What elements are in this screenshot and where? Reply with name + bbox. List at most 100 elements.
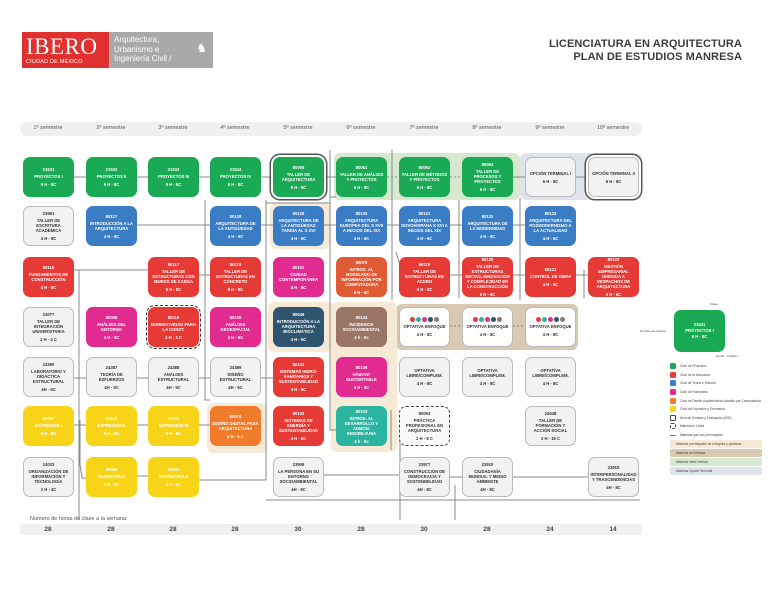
course-hours-credits: 4 H - 6C xyxy=(353,384,370,390)
course-code: 21532 xyxy=(105,167,118,172)
course-code: 21531 xyxy=(42,167,55,172)
course-80100[interactable]: 80100 ANÁLISIS GEOESPACIAL 4 H - 6C xyxy=(210,307,261,347)
course-23981[interactable]: 23981 TALLER DE ESCRITURA ACADÉMICA 4 H - … xyxy=(23,206,74,246)
course-code: 80131 xyxy=(418,211,431,216)
course-name: ANÁLISIS GEOESPACIAL xyxy=(220,321,251,332)
course-24033[interactable]: 24033 ORGANIZACIÓN DE INFORMACIÓN Y TECNO… xyxy=(23,457,74,497)
course-80131[interactable]: 80131 ARQUITECTURA NOVOHISPANA S XVI A IN… xyxy=(399,206,450,246)
course-optativa-libre-complem-[interactable]: OPTATIVA LIBRE/COMPLEM. 4 H - 8C xyxy=(462,357,513,397)
course-opci-n-terminal-i[interactable]: OPCIÓN TERMINAL I 6 H - 8C xyxy=(525,157,576,197)
course-21532[interactable]: 21532 PROYECTOS II 6 H - 8C xyxy=(86,157,137,197)
annotation-clave: Clave xyxy=(710,302,718,306)
course-optativa-libre-complem-[interactable]: OPTATIVA LIBRE/COMPLEM. 4 H - 8C xyxy=(399,357,450,397)
course-optativa-enfoque[interactable]: OPTATIVA ENFOQUE 4 H - 8C xyxy=(525,307,576,347)
course-80082[interactable]: 80082 EXPRESIÓN I 6 H - 8C xyxy=(23,406,74,446)
enfoque-dot-icon xyxy=(473,317,478,322)
course-name: ARQUITECTURA NOVOHISPANA S XVI A INICIOS… xyxy=(401,218,448,233)
course-23915[interactable]: 23915 INTERPERSONALIDAD Y TRASCENDENCIAS 4… xyxy=(588,457,639,497)
course-23977[interactable]: 23977 CONSTRUCCIÓN DE DEMOCRACIA Y SOSTEN… xyxy=(399,457,450,497)
enfoque-dot-icon xyxy=(410,317,415,322)
course-80120[interactable]: 80120 TALLER DE ESTRUCTURAS MIXTAS, INNOV… xyxy=(462,257,513,297)
course-23908[interactable]: 23908 LA PERSONA EN SU ENTORNO SOCIOAMBIE… xyxy=(273,457,324,497)
course-hours-credits: 4 H - 6C xyxy=(103,233,120,239)
semester-label-8: 8º semestre xyxy=(472,125,502,131)
course-80074[interactable]: 80074 DISEÑO DIGITAL PARA ARQUITECTURA 6 H… xyxy=(210,406,261,446)
course-80123[interactable]: 80123 SISTEMAS HIDRO-SANITARIOS Y SUSTENT… xyxy=(273,357,324,397)
course-name: SISTEMAS HIDRO-SANITARIOS Y SUSTENTABILI… xyxy=(278,369,319,384)
legend-label: Ciclo de Diseño Arquitectónico Asistido … xyxy=(680,398,761,403)
dept-line-3: Ingeniería Civil / xyxy=(114,54,172,63)
course-80060[interactable]: 80060 TALLER DE ARQUITECTURA 6 H - 8C xyxy=(273,157,324,197)
course-80049[interactable]: 80049 INTRODUCCIÓN A LA ARQUITECTURA BIOC… xyxy=(273,307,324,347)
course-hours-credits: 6 H - 8C xyxy=(165,182,182,187)
enfoque-dot-icon xyxy=(416,317,421,322)
course-name: FUNDAMENTOS DE CONSTRUCCIÓN xyxy=(28,271,69,282)
enfoque-dot-icon xyxy=(548,317,553,322)
course-80133[interactable]: 80133 ARQUITECTURA DEL POSMODERNISMO A LA… xyxy=(525,206,576,246)
course-optativa-enfoque[interactable]: OPTATIVA ENFOQUE 4 H - 8C xyxy=(462,307,513,347)
course-80102[interactable]: 80102 SISTEMAS DE ENERGÍA Y SUSTENTABILID… xyxy=(273,406,324,446)
course-hours-credits: 4 H - 6C xyxy=(40,284,57,290)
course-name: INTERPERSONALIDAD Y TRASCENDENCIAS xyxy=(590,471,637,482)
course-80127[interactable]: 80127 INTRODUCCIÓN A LA ARQUITECTURA 4 H -… xyxy=(86,206,137,246)
course-22618[interactable]: 22618 EXPRESIÓN II 6 H - 8C xyxy=(86,406,137,446)
course-code: 23908 xyxy=(292,462,305,467)
course-hours-credits: 6 H - 8C xyxy=(353,184,370,190)
course-80093[interactable]: 80093 PRÁCTICA PROFESIONAL EN ARQUITECTUR… xyxy=(399,406,450,446)
course-80091[interactable]: 80091 GEOMETRÍA II 4 H - 6C xyxy=(148,457,199,497)
course-80116[interactable]: 80116 NORMATIVIDAD PARA LA CONST. 2 H - 3 … xyxy=(146,305,201,349)
enfoque-color-dots xyxy=(536,317,565,322)
course-24390[interactable]: 24390 LABORATORIO Y DIDÁCTICA ESTRUCTURAL… xyxy=(23,357,74,397)
legend-label: Ciclo de Teoría e Historia xyxy=(680,381,716,386)
course-80062[interactable]: 80062 TALLER DE MÉTODOS Y PROYECTOS 6 H - … xyxy=(399,157,450,197)
course-80075[interactable]: 80075 INTROD. AL MODELADO DE INFORMACIÓN … xyxy=(336,257,387,297)
course-80061[interactable]: 80061 TALLER DE ANÁLISIS Y PROYECTOS 6 H -… xyxy=(336,157,387,197)
course-80122[interactable]: 80122 GESTIÓN EMPRESARIAL DIRIGIDA A DESP… xyxy=(588,257,639,297)
legend-item: Materias que son prerrequisito xyxy=(670,431,765,440)
course-80090[interactable]: 80090 GEOMETRÍA I 4 H - 6C xyxy=(86,457,137,497)
course-optativa-enfoque[interactable]: OPTATIVA ENFOQUE 4 H - 8C xyxy=(399,307,450,347)
hours-strip xyxy=(20,524,642,535)
course-80130[interactable]: 80130 ARQUITECTURA EUROPEA DEL S XVII A I… xyxy=(336,206,387,246)
course-80106[interactable]: 80106 HÁBITAT SUSTENTABLE 4 H - 6C xyxy=(336,357,387,397)
course-80063[interactable]: 80063 TALLER DE PROCESOS Y PROYECTOS 6 H -… xyxy=(462,157,513,197)
ase-outline-icon xyxy=(670,414,676,421)
course-name: ARQUITECTURA EUROPEA DEL S XVII A INICIO… xyxy=(339,218,384,233)
course-80098[interactable]: 80098 ANÁLISIS DEL ENTORNO 4 H - 6C xyxy=(86,307,137,347)
course-24387[interactable]: 24387 TEORÍA DE ESFUERZOS 4H - 5C xyxy=(86,357,137,397)
course-80134[interactable]: 80134 INCIDENCIA SOCIOAMBIENTAL 4 h - 6c xyxy=(336,307,387,347)
course-80119[interactable]: 80119 TALLER DE ESTRUCTURAS EN ACERO 6 H -… xyxy=(399,257,450,297)
course-24077[interactable]: 24077 TALLER DE INTEGRACIÓN UNIVERSITARIA… xyxy=(23,307,74,347)
course-80103[interactable]: 80103 INTROD. AL DESARROLLO Y ADMON. INMO… xyxy=(336,406,387,446)
course-80128[interactable]: 80128 ARQUITECTURA DE LA ANTIGÜEDAD 4 H - … xyxy=(210,206,261,246)
course-hours-credits: 6 H - 8C xyxy=(40,182,57,187)
course-21531[interactable]: 21531 PROYECTOS I 6 H - 8C xyxy=(23,157,74,197)
course-24389[interactable]: 24389 DISEÑO ESTRUCTURAL 4H - 5C xyxy=(210,357,261,397)
legend-item: Área de Síntesis y Evaluación (ASE) xyxy=(670,414,765,423)
course-hours-credits: 4 H - 6C xyxy=(103,482,120,487)
legend-sample-course: 21531 PROYECTOS I 6 H - 8C xyxy=(674,310,725,352)
course-name: OPTATIVA ENFOQUE xyxy=(466,324,509,329)
course-hours-credits: 4 H - 6C xyxy=(227,334,244,340)
enfoque-color-dots xyxy=(410,317,439,322)
course-code: 21534 xyxy=(229,167,242,172)
course-code: 80060 xyxy=(292,164,305,170)
course-name: GEOMETRÍA II xyxy=(159,474,188,479)
course-21533[interactable]: 21533 PROYECTOS III 6 H - 8C xyxy=(148,157,199,197)
course-80115[interactable]: 80115 FUNDAMENTOS DE CONSTRUCCIÓN 4 H - 6C xyxy=(23,257,74,297)
course-80132[interactable]: 80132 ARQUITECTURA DE LA MODERNIDAD 4 H - … xyxy=(462,206,513,246)
course-name: NORMATIVIDAD PARA LA CONST. xyxy=(151,321,196,332)
course-23910[interactable]: 23910 CIUDADANÍA MUNDIAL Y MEDIO AMBIENTE… xyxy=(462,457,513,497)
course-80121[interactable]: 80121 CONTROL DE OBRA 4 H - 6C xyxy=(525,257,576,297)
course-80118[interactable]: 80118 TALLER DE ESTRUCTURAS EN CONCRETO 6 … xyxy=(210,257,261,297)
course-opci-n-terminal-ii[interactable]: OPCIÓN TERMINAL II 6 H - 8C xyxy=(588,157,639,197)
course-80129[interactable]: 80129 ARQUITECTURA DE LA ANTIGÜEDAD TARDÍ… xyxy=(273,206,324,246)
course-21031[interactable]: 21031 EXPRESIÓN III 6 H - 8C xyxy=(148,406,199,446)
course-80101[interactable]: 80101 CIUDAD CONTEMPORÁNEA 4 H - 6C xyxy=(273,257,324,297)
course-optativa-libre-complem-[interactable]: OPTATIVA LIBRE/COMPLEM. 4 H - 8C xyxy=(525,357,576,397)
course-name: INCIDENCIA SOCIOAMBIENTAL xyxy=(342,321,381,332)
course-24048[interactable]: 24048 TALLER DE FORMACIÓN Y ACCIÓN SOCIAL… xyxy=(525,406,576,446)
course-21534[interactable]: 21534 PROYECTOS IV 6 H - 8C xyxy=(210,157,261,197)
course-24388[interactable]: 24388 ANÁLISIS ESTRUCTURAL 4H - 5C xyxy=(148,357,199,397)
course-80117[interactable]: 80117 TALLER DE ESTRUCTURAS CON MUROS DE … xyxy=(148,257,199,297)
